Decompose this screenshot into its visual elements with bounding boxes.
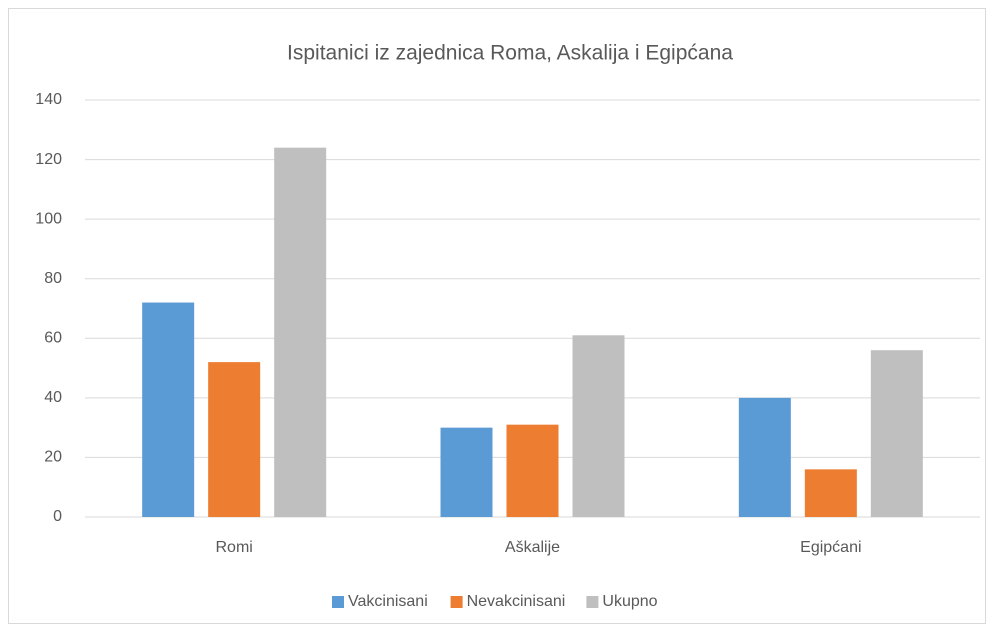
bar <box>440 427 493 517</box>
bar <box>804 469 857 517</box>
bar <box>870 350 923 517</box>
bar <box>274 147 327 517</box>
x-tick-label: Aškalije <box>505 539 560 556</box>
bar <box>738 397 791 517</box>
bar <box>506 424 559 517</box>
y-tick-label: 20 <box>44 449 62 466</box>
x-tick-label: Egipćani <box>800 539 861 556</box>
y-tick-label: 100 <box>35 210 62 227</box>
y-tick-label: 60 <box>44 330 62 347</box>
legend-swatch <box>450 596 463 608</box>
y-tick-label: 140 <box>35 91 62 108</box>
bar <box>208 362 261 517</box>
legend-swatch <box>332 596 344 608</box>
legend-swatch <box>586 596 599 608</box>
y-tick-label: 0 <box>53 508 62 525</box>
y-tick-label: 80 <box>44 270 62 287</box>
legend-label: Ukupno <box>602 593 657 610</box>
legend-label: Vakcinisani <box>348 593 428 610</box>
x-tick-label: Romi <box>215 539 252 556</box>
legend-label: Nevakcinisani <box>467 593 566 610</box>
bar <box>572 335 625 517</box>
chart-title: Ispitanici iz zajednica Roma, Askalija i… <box>287 42 733 65</box>
y-tick-label: 40 <box>44 389 62 406</box>
y-tick-label: 120 <box>35 151 62 168</box>
bar <box>142 302 195 517</box>
